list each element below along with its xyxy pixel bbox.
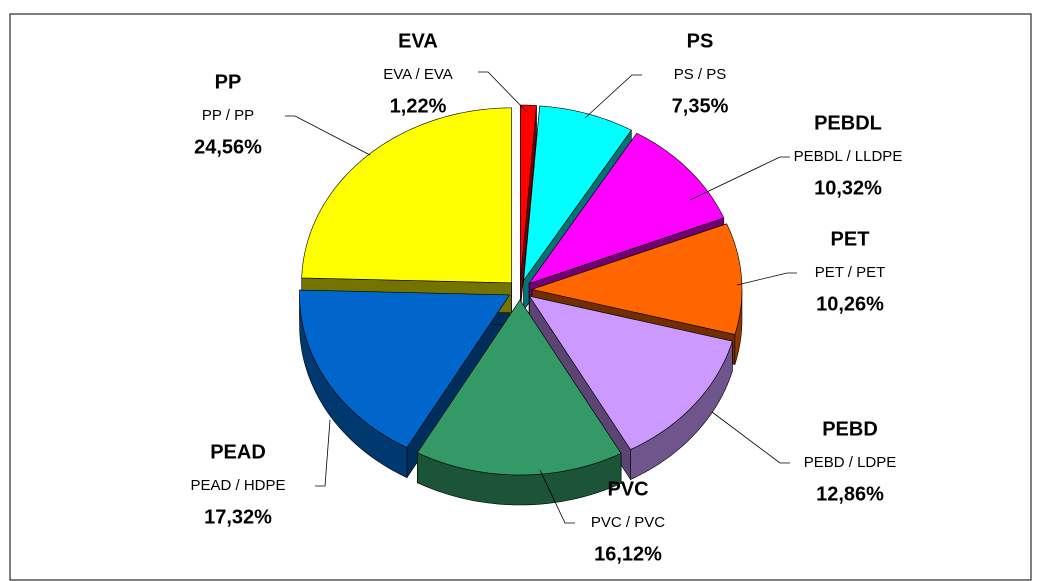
slice-sublabel: PET / PET [815, 264, 886, 281]
slice [520, 104, 537, 281]
slice [299, 289, 511, 449]
slice-sublabel: PS / PS [674, 66, 727, 83]
slice-name: EVA [398, 30, 438, 52]
slice-value-label: 10,26% [816, 293, 884, 315]
leader-line [689, 156, 790, 201]
slice-value-label: 12,86% [816, 483, 884, 505]
slice [301, 107, 512, 284]
slice-name: PEBDL [814, 112, 882, 134]
slice-sublabel: PEBDL / LLDPE [794, 148, 903, 165]
slice-name: PS [687, 30, 714, 52]
slice-sublabel: PP / PP [202, 107, 254, 124]
slice-value-label: 16,12% [594, 543, 662, 565]
leader-line [711, 411, 790, 464]
leader-line [285, 115, 371, 156]
leader-line [584, 74, 642, 119]
leader-line [478, 71, 528, 113]
slice [416, 299, 622, 476]
slice-sublabel: PVC / PVC [591, 514, 665, 531]
slice-value-label: 10,32% [814, 177, 882, 199]
leader-line [539, 469, 575, 524]
slice-sublabel: EVA / EVA [383, 66, 452, 83]
slice-value-label: 17,32% [204, 506, 272, 528]
leader-line [736, 272, 797, 286]
slice-sublabel: PEAD / HDPE [190, 477, 285, 494]
slice-value-label: 7,35% [672, 95, 729, 117]
slice-name: PET [831, 228, 870, 250]
slice [528, 295, 733, 450]
slice-name: PVC [607, 478, 648, 500]
slice-value-label: 1,22% [390, 95, 447, 117]
slice-value-label: 24,56% [194, 136, 262, 158]
slice-name: PEAD [210, 441, 266, 463]
slice [530, 223, 743, 335]
slice [523, 105, 632, 282]
slice-name: PEBD [822, 418, 878, 440]
slice-name: PP [215, 71, 242, 93]
slice [528, 132, 725, 285]
leader-line [315, 419, 331, 487]
slice-sublabel: PEBD / LDPE [804, 454, 897, 471]
